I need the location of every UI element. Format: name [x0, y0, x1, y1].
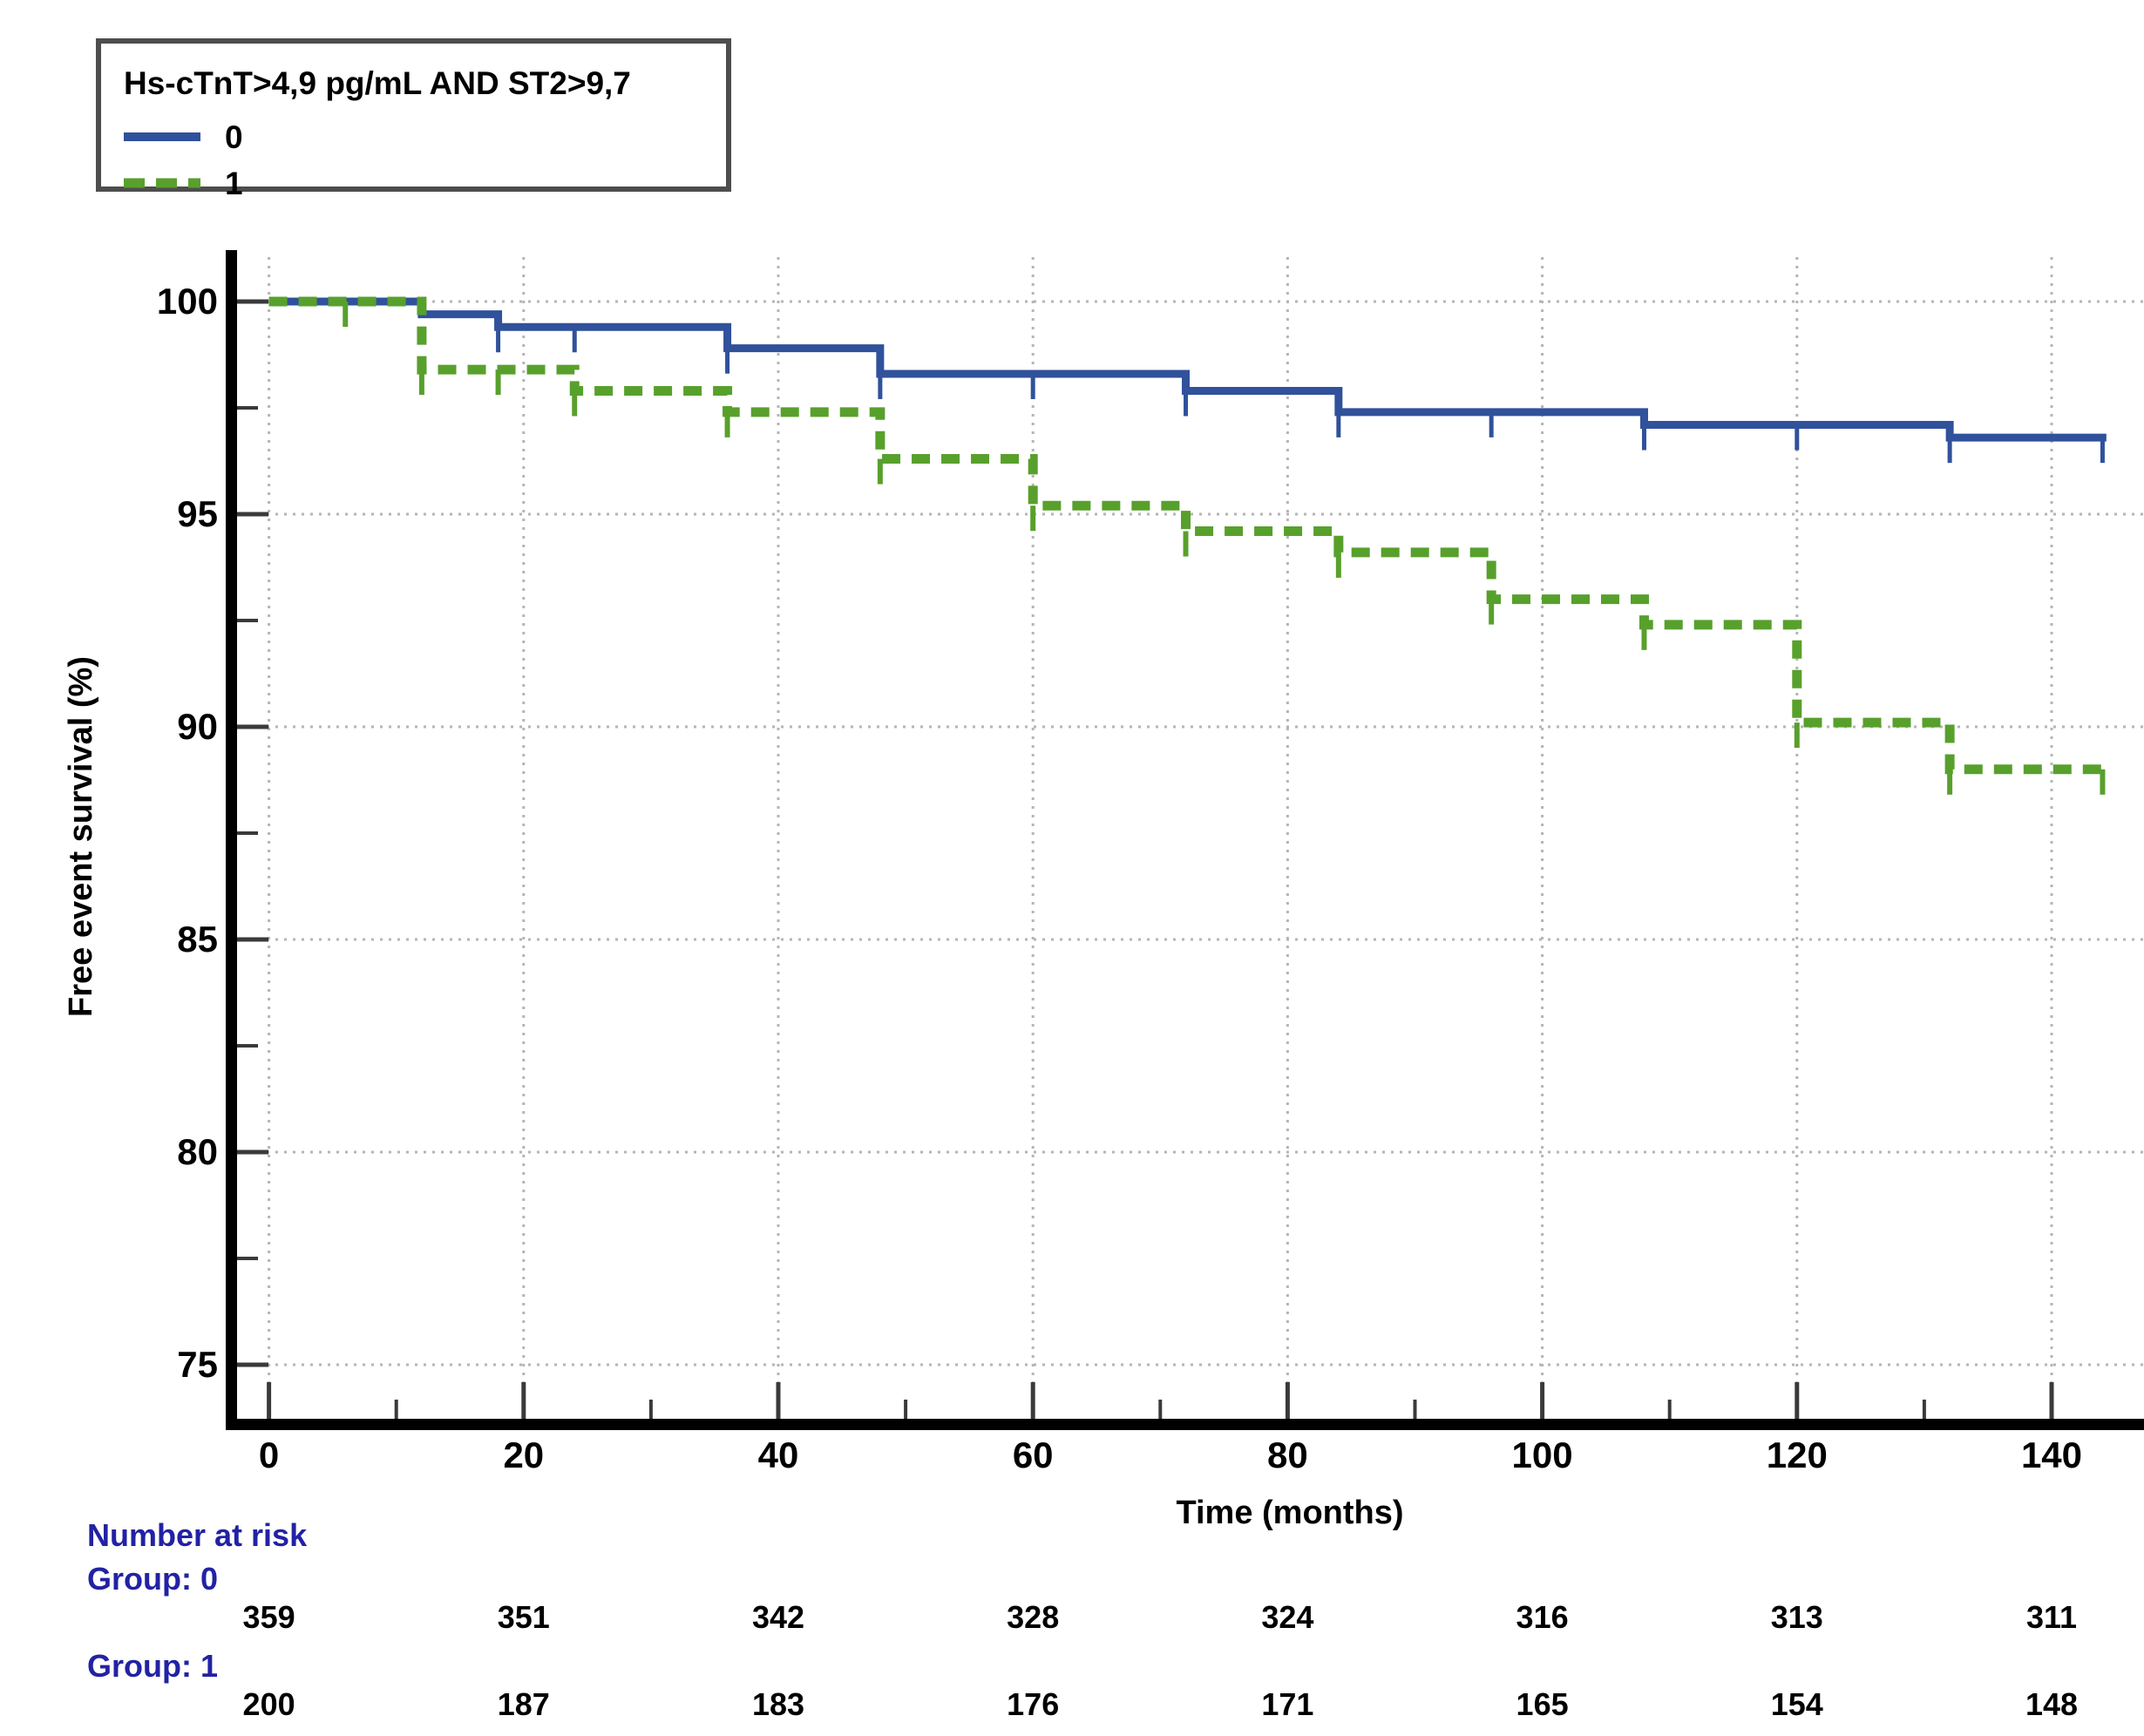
risk-value-group0: 313 — [1771, 1599, 1823, 1635]
risk-value-group1: 183 — [752, 1686, 804, 1722]
risk-value-group1: 200 — [243, 1686, 295, 1722]
risk-value-group0: 311 — [2026, 1599, 2077, 1635]
legend-title: Hs-cTnT>4,9 pg/mL AND ST2>9,7 — [124, 65, 631, 101]
tick-layer — [237, 299, 2054, 1419]
risk-group1-label: Group: 1 — [87, 1648, 218, 1684]
risk-value-group1: 165 — [1516, 1686, 1569, 1722]
x-tick-label: 120 — [1767, 1434, 1828, 1475]
x-tick-label: 20 — [503, 1434, 544, 1475]
x-tick-label: 0 — [259, 1434, 279, 1475]
x-tick-label: 40 — [758, 1434, 799, 1475]
legend-label-group0: 0 — [225, 119, 243, 155]
risk-value-group0: 324 — [1261, 1599, 1313, 1635]
x-axis-line — [226, 1419, 2144, 1430]
y-axis-line — [226, 250, 237, 1429]
risk-table-header: Number at risk — [87, 1517, 308, 1553]
risk-table-labels: Number at risk Group: 0 Group: 1 — [87, 1517, 308, 1684]
y-tick-label: 85 — [177, 919, 218, 960]
risk-value-group1: 148 — [2025, 1686, 2078, 1722]
curve-layer — [268, 296, 2107, 795]
risk-value-group1: 171 — [1261, 1686, 1313, 1722]
risk-value-group0: 351 — [498, 1599, 550, 1635]
gridline-layer — [267, 257, 2144, 1419]
legend-label-group1: 1 — [225, 166, 243, 201]
risk-value-group1: 176 — [1007, 1686, 1059, 1722]
risk-value-group0: 359 — [243, 1599, 295, 1635]
risk-value-group0: 328 — [1007, 1599, 1059, 1635]
risk-value-group1: 154 — [1771, 1686, 1823, 1722]
legend: Hs-cTnT>4,9 pg/mL AND ST2>9,7 0 1 — [96, 38, 731, 201]
risk-group0-label: Group: 0 — [87, 1561, 218, 1597]
risk-value-group0: 316 — [1516, 1599, 1569, 1635]
x-tick-label: 140 — [2021, 1434, 2082, 1475]
y-tick-label: 80 — [177, 1131, 218, 1172]
x-tick-label: 100 — [1512, 1434, 1573, 1475]
risk-value-group0: 342 — [752, 1599, 804, 1635]
y-tick-label: 95 — [177, 493, 218, 534]
legend-box — [96, 38, 731, 192]
tick-label-layer: 100 95 90 85 80 75 0 20 40 60 80 100 120 140 — [157, 281, 2082, 1475]
y-tick-label: 100 — [157, 281, 218, 322]
y-axis-title: Free event survival (%) — [63, 656, 99, 1017]
risk-value-group1: 187 — [498, 1686, 550, 1722]
y-tick-label: 75 — [177, 1344, 218, 1385]
x-tick-label: 60 — [1013, 1434, 1054, 1475]
km-curve-group1 — [268, 296, 2107, 775]
y-tick-label: 90 — [177, 706, 218, 747]
x-axis-title: Time (months) — [1176, 1495, 1403, 1531]
risk-values-layer: 359 351 342 328 324 316 313 311 200 187 183 176 171 1… — [243, 1599, 2078, 1722]
x-tick-label: 80 — [1267, 1434, 1308, 1475]
